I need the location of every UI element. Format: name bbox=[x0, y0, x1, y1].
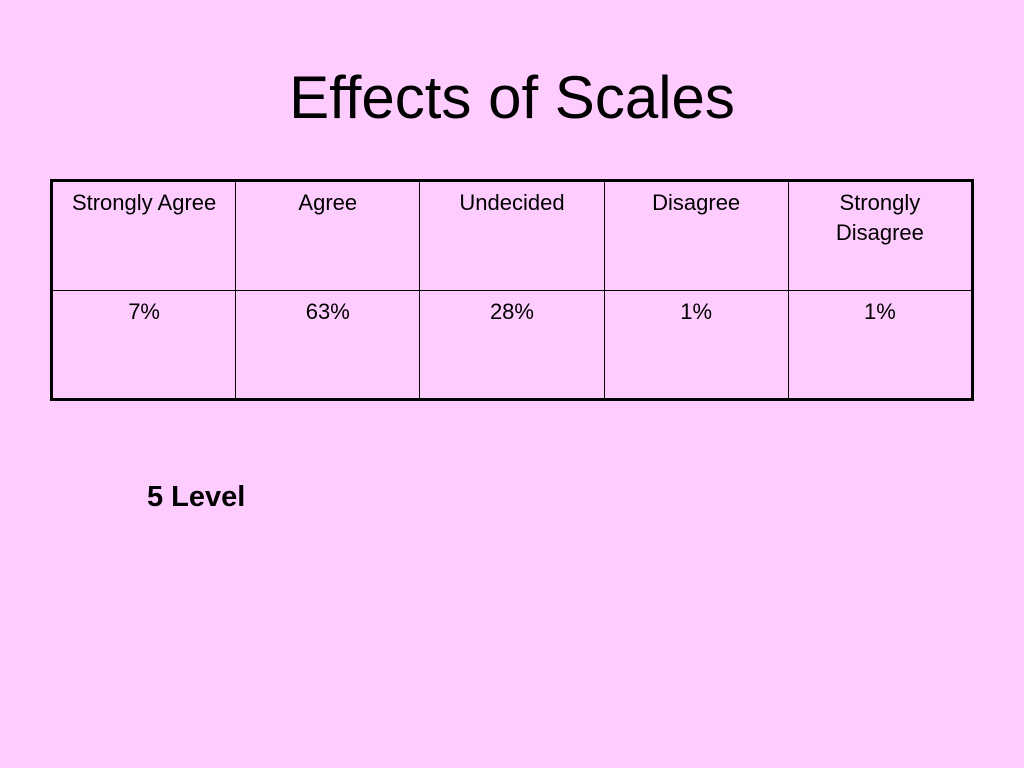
likert-scale-table: Strongly Agree Agree Undecided Disagree … bbox=[50, 179, 974, 401]
header-strongly-agree: Strongly Agree bbox=[50, 180, 237, 291]
slide-title: Effects of Scales bbox=[289, 64, 735, 131]
table-row: 7% 63% 28% 1% 1% bbox=[50, 289, 974, 400]
value-undecided: 28% bbox=[419, 289, 605, 400]
value-disagree: 1% bbox=[603, 289, 789, 400]
header-strongly-disagree: Strongly Disagree bbox=[787, 180, 974, 291]
value-strongly-agree: 7% bbox=[50, 289, 237, 400]
header-agree: Agree bbox=[235, 180, 421, 291]
header-undecided: Undecided bbox=[419, 180, 605, 291]
header-disagree: Disagree bbox=[603, 180, 789, 291]
value-agree: 63% bbox=[235, 289, 421, 400]
level-label: 5 Level bbox=[147, 481, 246, 513]
value-strongly-disagree: 1% bbox=[787, 289, 974, 400]
table-header-row: Strongly Agree Agree Undecided Disagree … bbox=[50, 180, 974, 291]
